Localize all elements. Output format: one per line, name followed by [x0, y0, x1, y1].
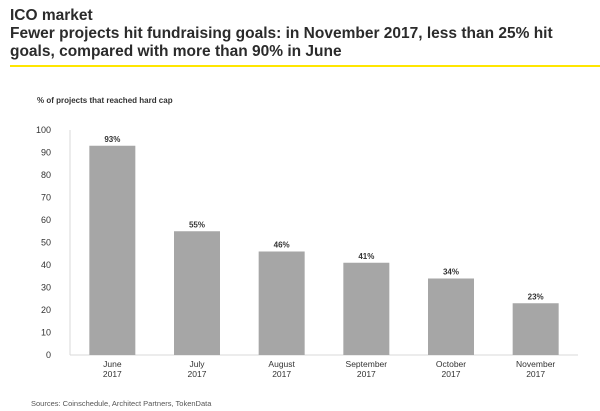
- y-tick-label: 60: [41, 215, 51, 225]
- y-tick-labels: 0 10 20 30 40 50 60 70 80 90 100: [36, 125, 51, 360]
- y-tick-label: 90: [41, 148, 51, 158]
- y-tick-label: 50: [41, 238, 51, 248]
- x-tick-label: 2017: [272, 369, 291, 379]
- value-label: 93%: [104, 135, 120, 144]
- x-tick-label: October: [436, 359, 466, 369]
- y-tick-label: 80: [41, 170, 51, 180]
- x-tick-label: August: [268, 359, 295, 369]
- bar: [428, 278, 474, 355]
- bar: [174, 231, 220, 355]
- value-label: 46%: [274, 241, 290, 250]
- bars: [89, 145, 559, 355]
- bar: [258, 251, 305, 355]
- x-tick-label: 2017: [442, 369, 461, 379]
- x-tick-label: June: [103, 359, 122, 369]
- accent-rule: [10, 65, 600, 67]
- bar: [512, 303, 559, 355]
- y-tick-label: 100: [36, 125, 51, 135]
- x-tick-labels: June2017July2017August2017September2017O…: [103, 359, 556, 379]
- value-label: 55%: [189, 220, 205, 229]
- y-tick-label: 0: [46, 350, 51, 360]
- page-title: ICO market: [10, 7, 93, 24]
- x-tick-label: 2017: [103, 369, 122, 379]
- value-labels: 93% 55% 46% 41% 34% 23%: [104, 135, 543, 302]
- x-tick-label: 2017: [188, 369, 207, 379]
- y-tick-label: 30: [41, 283, 51, 293]
- x-tick-label: 2017: [357, 369, 376, 379]
- value-label: 34%: [443, 268, 459, 277]
- bar-chart: 0 10 20 30 40 50 60 70 80 90 100 93% 55% 46% 41% 34% 23…: [36, 125, 578, 379]
- x-tick-label: September: [346, 359, 388, 369]
- value-label: 41%: [358, 252, 374, 261]
- y-tick-label: 10: [41, 328, 51, 338]
- bar: [89, 145, 136, 355]
- y-tick-label: 40: [41, 260, 51, 270]
- source-note: Sources: Coinschedule, Architect Partner…: [31, 399, 212, 408]
- x-tick-label: November: [516, 359, 555, 369]
- y-axis-label: % of projects that reached hard cap: [37, 96, 173, 105]
- x-tick-label: 2017: [526, 369, 545, 379]
- page-subtitle: Fewer projects hit fundraising goals: in…: [10, 25, 553, 60]
- value-label: 23%: [528, 292, 544, 301]
- bar: [343, 262, 390, 355]
- x-tick-label: July: [189, 359, 205, 369]
- y-tick-label: 20: [41, 305, 51, 315]
- y-tick-label: 70: [41, 193, 51, 203]
